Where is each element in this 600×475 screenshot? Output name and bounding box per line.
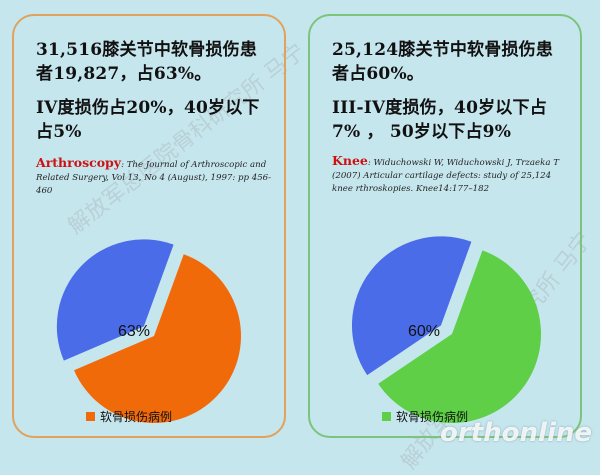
panel-right: 25,124膝关节中软骨损伤患者占60%。 III-IV度损伤，40岁以下占7%…: [308, 14, 582, 438]
right-citation: Knee: Widuchowski W, Widuchowski J, Trza…: [332, 154, 572, 196]
left-pie-slice-other: [56, 239, 174, 361]
right-pie-slice-other: [351, 236, 472, 376]
left-citation: Arthroscopy: The Journal of Arthroscopic…: [36, 156, 276, 198]
right-pie-slice-injury: [378, 250, 542, 424]
right-legend: 软骨损伤病例: [382, 408, 468, 424]
right-headline-1: 25,124膝关节中软骨损伤患者占60%。: [332, 40, 554, 84]
left-pie-label: 63%: [118, 323, 150, 340]
panel-left: 31,516膝关节中软骨损伤患者19,827，占63%。 IV度损伤占20%，4…: [12, 14, 286, 438]
right-pie-chart: 60%: [351, 236, 542, 424]
right-citation-text: : Widuchowski W, Widuchowski J, Trzaeka …: [332, 158, 559, 194]
left-legend-swatch: [86, 411, 95, 421]
left-pie-slice-injury: [74, 254, 242, 424]
left-legend: 软骨损伤病例: [86, 408, 172, 424]
left-source: Arthroscopy: [36, 155, 122, 170]
left-citation-text: : The Journal of Arthroscopic and Relate…: [36, 160, 272, 196]
left-headline-2: IV度损伤占20%，40岁以下占5%: [36, 98, 260, 142]
right-legend-label: 软骨损伤病例: [396, 409, 469, 424]
right-source: Knee: [332, 153, 368, 168]
right-pie-label: 60%: [408, 323, 440, 340]
left-headline-1: 31,516膝关节中软骨损伤患者19,827，占63%。: [36, 40, 258, 84]
right-headline-2: III-IV度损伤，40岁以下占7% ， 50岁以下占9%: [332, 98, 547, 142]
left-legend-label: 软骨损伤病例: [100, 409, 173, 424]
orthonline-logo: orthonline: [440, 418, 592, 448]
right-legend-swatch: [382, 411, 391, 421]
left-pie-chart: 63%: [56, 239, 242, 424]
